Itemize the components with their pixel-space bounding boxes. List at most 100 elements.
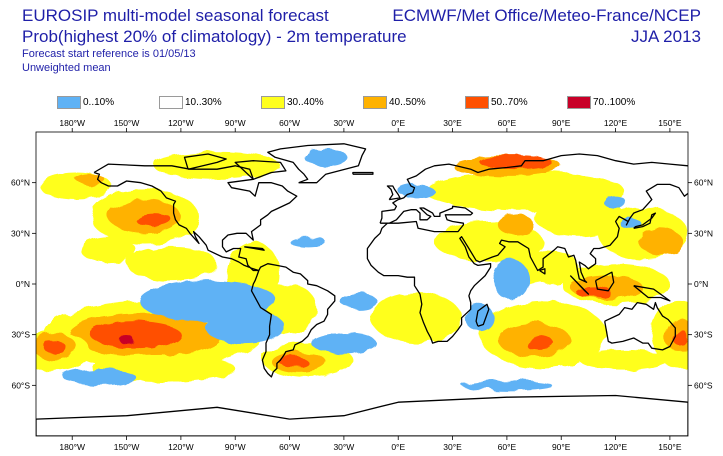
prob-region-cat-0-10 [398,184,435,198]
prob-region-cat-50-70 [43,339,65,354]
forecast-start-text: Forecast start reference is 01/05/13 [22,48,196,60]
lat-label-right: 30°N [694,228,713,238]
lon-label-bottom: 180°W [59,442,85,452]
prob-region-cat-30-40 [579,349,670,371]
prob-region-cat-50-70 [575,287,612,298]
main-title: EUROSIP multi-model seasonal forecast [22,6,329,25]
lat-label-left: 60°S [11,380,30,390]
season-text: JJA 2013 [631,27,701,46]
legend-swatch [261,95,285,109]
lon-labels-bottom: 180°W 150°W 120°W 90°W 60°W 30°W 0°E 30°E 60°E 90… [59,442,681,452]
coastline [267,143,367,184]
title-variable: Prob(highest 20% of climatology) - 2m te… [22,27,407,46]
weighting-text: Unweighted mean [22,62,111,74]
title-right-block: ECMWF/Met Office/Meteo-France/NCEP JJA 2… [392,5,701,47]
lon-label-bottom: 120°E [604,442,628,452]
prob-region-cat-40-50 [497,214,535,236]
legend-label: 10..30% [185,96,222,108]
legend-label: 40..50% [389,96,426,108]
lon-label-top: 60°E [498,118,517,128]
coastline [633,212,657,229]
lat-labels-left: 60°N 30°N 0°N 30°S 60°S [11,178,30,391]
coastline [569,275,590,295]
legend: 0..10% 10..30% 30..40% 40..50% 50..70% 7… [0,94,723,110]
legend-item-40-50: 40..50% [363,94,426,110]
coastline [244,246,265,251]
lon-label-bottom: 60°E [498,442,517,452]
lon-label-top: 180°W [59,118,85,128]
prob-region-cat-0-10 [604,196,627,210]
prob-region-cat-0-10 [204,309,285,344]
prob-region-cat-50-70 [525,336,554,350]
legend-swatch [159,95,183,109]
lon-label-top: 120°E [604,118,628,128]
lon-label-top: 120°W [168,118,194,128]
lon-label-top: 150°W [114,118,140,128]
coastline [594,271,615,292]
legend-swatch [465,95,489,109]
prob-region-cat-0-10 [619,218,641,229]
coastline [366,153,688,344]
prob-region-cat-30-40 [81,236,136,264]
coastline [386,185,401,201]
prob-region-cat-50-70 [479,155,553,170]
axis-ticks [32,128,692,440]
lat-label-right: 60°S [694,380,713,390]
lat-label-left: 60°N [11,178,30,188]
prob-region-cat-0-10 [706,147,723,157]
lon-label-top: 30°W [333,118,354,128]
lon-labels-top: 180°W 150°W 120°W 90°W 60°W 30°W 0°E 30°E 60°E 90… [59,118,681,128]
prob-region-cat-70-100 [119,335,134,344]
prob-region-cat-50-70 [90,321,181,349]
title-block: EUROSIP multi-model seasonal forecast Pr… [22,5,407,75]
lon-label-top: 150°E [658,118,682,128]
lon-label-top: 30°E [443,118,462,128]
prob-region-cat-40-50 [75,174,105,185]
coastline [234,160,287,180]
prob-region-cat-0-10 [63,368,136,386]
lat-label-right: 0°N [694,279,708,289]
lon-label-bottom: 30°E [443,442,462,452]
prob-region-cat-0-10 [461,380,553,391]
legend-item-0-10: 0..10% [57,94,114,110]
lat-label-right: 30°S [694,330,713,340]
prob-region-cat-0-10 [465,304,495,332]
legend-label: 0..10% [83,96,115,108]
prob-region-cat-50-70 [278,356,308,367]
legend-item-30-40: 30..40% [261,94,324,110]
lon-label-bottom: 150°W [114,442,140,452]
legend-item-50-70: 50..70% [465,94,528,110]
coastline [475,303,490,327]
prob-region-cat-30-40 [371,292,462,344]
lon-label-bottom: 150°E [658,442,682,452]
coastline [701,343,721,362]
lat-label-left: 0°N [16,279,30,289]
coastline [539,268,546,275]
lon-label-bottom: 90°W [225,442,246,452]
coastline [183,153,227,170]
coastlines [36,143,721,436]
coastline [352,171,374,175]
prob-region-cat-0-10 [311,332,377,354]
lat-labels-right: 60°N 30°N 0°N 30°S 60°S [694,178,713,391]
lon-label-bottom: 60°W [279,442,300,452]
coastline [604,301,676,351]
lon-label-bottom: 0°E [391,442,405,452]
legend-item-10-30: 10..30% [159,94,222,110]
prob-region-cat-50-70 [673,329,688,347]
lon-label-bottom: 90°E [552,442,571,452]
lon-label-top: 60°W [279,118,300,128]
prob-region-cat-0-10 [304,148,348,166]
lon-label-bottom: 30°W [333,442,354,452]
coastline [250,263,336,378]
centres-text: ECMWF/Met Office/Meteo-France/NCEP [392,6,701,25]
coastline [36,394,688,436]
prob-region-cat-0-10 [289,236,326,247]
lon-label-top: 90°W [225,118,246,128]
legend-swatch [567,95,591,109]
legend-label: 50..70% [491,96,528,108]
coastline [93,163,298,272]
legend-label: 70..100% [593,96,636,108]
prob-region-cat-50-70 [135,213,172,227]
lat-label-right: 60°N [694,178,713,188]
